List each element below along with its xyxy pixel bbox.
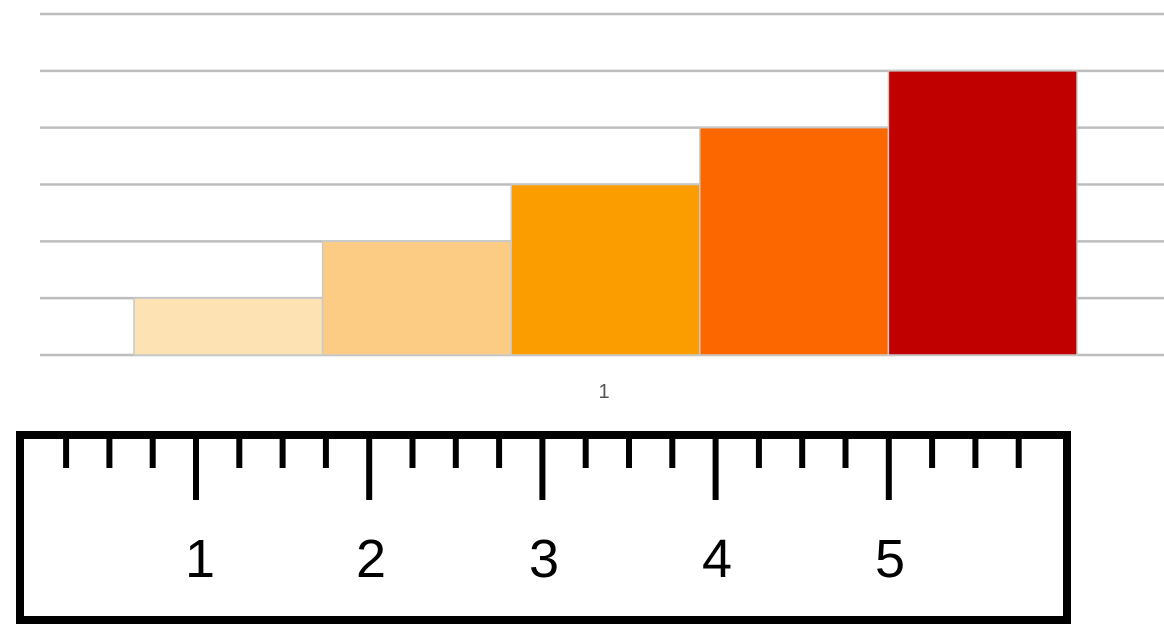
- x-tick-label: 1: [598, 381, 609, 403]
- bar-series: [133, 70, 1078, 356]
- bar-3: [510, 183, 701, 356]
- ruler-label-1: 1: [185, 529, 215, 589]
- bar-5: [887, 70, 1078, 356]
- ruler-ticks: [63, 438, 1022, 500]
- ruler-label-5: 5: [875, 529, 905, 589]
- ruler-label-3: 3: [529, 529, 559, 589]
- bar-2: [321, 240, 512, 356]
- ruler-label-4: 4: [702, 529, 732, 589]
- bar-4: [699, 126, 890, 356]
- ruler-labels: 1 2 3 4 5: [185, 529, 905, 589]
- bar-chart: 1: [40, 12, 1164, 403]
- bar-1: [133, 297, 324, 356]
- ruler-label-2: 2: [356, 529, 386, 589]
